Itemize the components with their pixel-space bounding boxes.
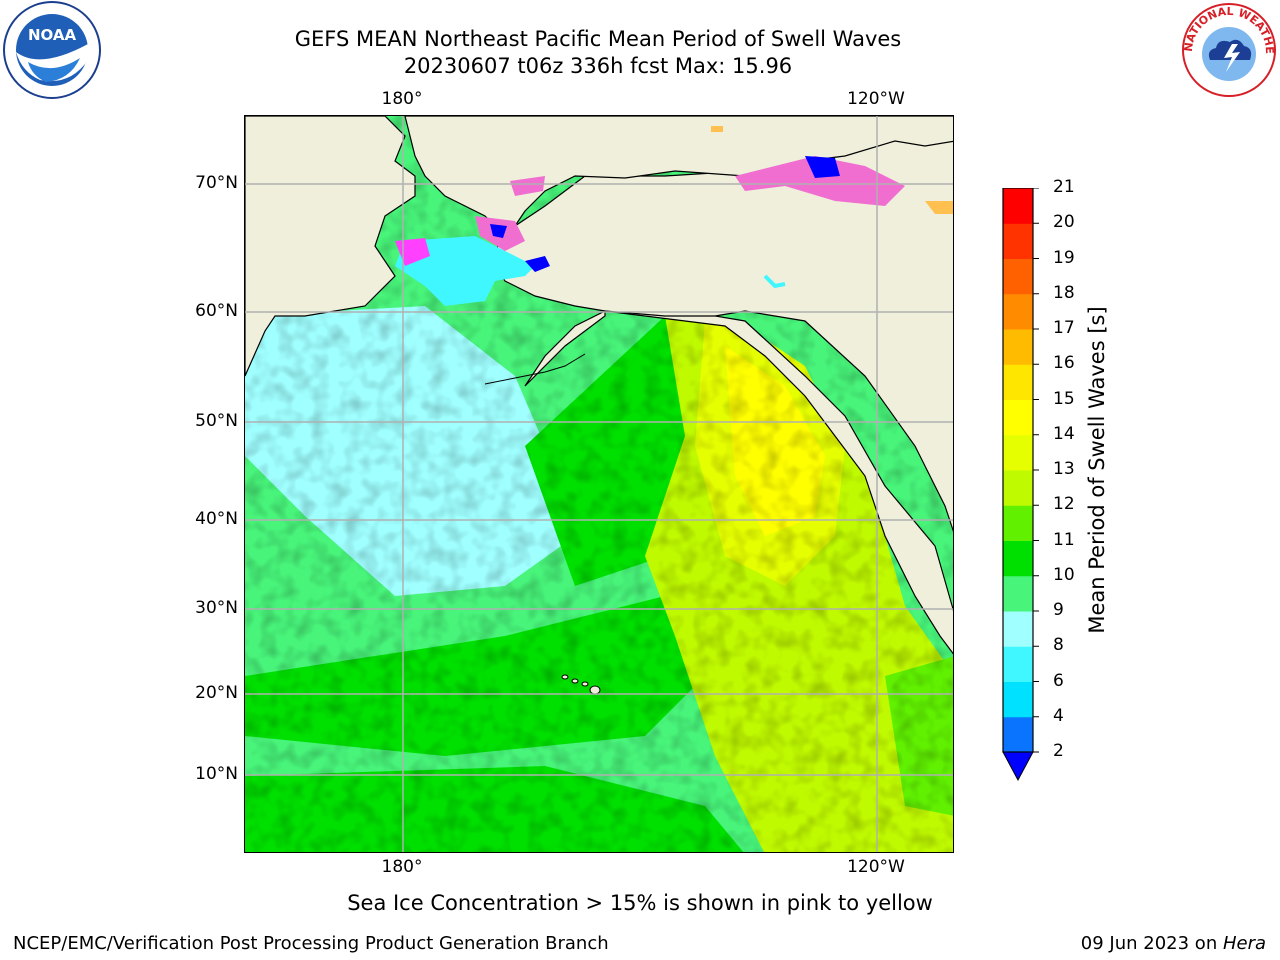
colorbar-tick-label: 15 (1053, 388, 1075, 409)
colorbar-tick-label: 11 (1053, 529, 1075, 550)
colorbar-segment (1003, 258, 1033, 295)
colorbar-label: Mean Period of Swell Waves [s] (1085, 306, 1109, 634)
colorbar-tick-label: 9 (1053, 600, 1064, 620)
colorbar-segment (1003, 293, 1033, 330)
colorbar-segment (1003, 329, 1033, 365)
colorbar-segment (1003, 540, 1033, 577)
map-title: GEFS MEAN Northeast Pacific Mean Period … (294, 27, 902, 51)
colorbar-extend-triangle (1002, 751, 1034, 782)
lat-label-60n: 60°N (195, 301, 238, 321)
map-panel (244, 115, 954, 853)
swell-period-map (245, 116, 953, 852)
colorbar-tick-label: 4 (1053, 705, 1064, 726)
colorbar-segment (1003, 505, 1033, 541)
lat-label-10n: 10°N (195, 764, 238, 784)
colorbar-tick-label: 10 (1053, 564, 1075, 585)
nws-logo: NATIONAL WEATHER SERVICE (1174, 0, 1280, 100)
footer-host: Hera (1222, 933, 1266, 954)
lon-label-top-180: 180° (381, 89, 423, 109)
colorbar-tick-label: 16 (1053, 353, 1075, 374)
sea-ice-note: Sea Ice Concentration > 15% is shown in … (347, 891, 933, 915)
colorbar-tick-label: 21 (1053, 177, 1075, 197)
colorbar-tick-label: 8 (1053, 635, 1064, 656)
colorbar-tick-label: 13 (1053, 459, 1075, 479)
colorbar-tick-label: 19 (1053, 247, 1075, 268)
colorbar-tick-label: 20 (1053, 212, 1075, 233)
lat-label-30n: 30°N (195, 598, 238, 618)
colorbar-segment (1003, 223, 1033, 259)
lat-label-50n: 50°N (195, 411, 238, 431)
colorbar-tick-label: 12 (1053, 494, 1075, 515)
aleutian-islands (484, 353, 586, 385)
lon-label-top-120w: 120°W (847, 89, 905, 109)
land-arctic-coast (404, 116, 953, 237)
colorbar-segment (1003, 364, 1033, 400)
lat-label-20n: 20°N (195, 683, 238, 703)
colorbar-segment (1003, 399, 1033, 436)
graticule (245, 116, 953, 852)
colorbar-segment (1003, 716, 1033, 753)
colorbar-segment (1003, 681, 1033, 718)
colorbar-tick-label: 2 (1053, 741, 1064, 761)
colorbar-segment (1003, 611, 1033, 647)
map-subtitle: 20230607 t06z 336h fcst Max: 15.96 (403, 54, 793, 78)
colorbar-segment (1003, 188, 1033, 224)
colorbar-graphic (1002, 187, 1039, 782)
land-siberia (245, 116, 416, 377)
colorbar-segment (1003, 575, 1033, 612)
footer-credit: NCEP/EMC/Verification Post Processing Pr… (13, 933, 609, 954)
colorbar-segment (1003, 470, 1033, 506)
lon-label-bottom-120w: 120°W (847, 857, 905, 877)
colorbar-tick-label: 17 (1053, 318, 1075, 338)
colorbar-segment (1003, 646, 1033, 682)
colorbar-tick-label: 18 (1053, 282, 1075, 303)
colorbar-tick-label: 6 (1053, 670, 1064, 691)
svg-text:NOAA: NOAA (28, 26, 77, 44)
lat-label-40n: 40°N (195, 509, 238, 529)
colorbar (1000, 187, 1040, 788)
lat-label-70n: 70°N (195, 173, 238, 193)
colorbar-segment (1003, 434, 1033, 471)
lon-label-bottom-180: 180° (381, 857, 423, 877)
noaa-logo: NOAA (0, 0, 104, 100)
footer-date: 09 Jun 2023 on Hera (1081, 933, 1266, 954)
colorbar-tick-label: 14 (1053, 423, 1075, 444)
footer-date-text: 09 Jun 2023 on (1080, 933, 1223, 954)
